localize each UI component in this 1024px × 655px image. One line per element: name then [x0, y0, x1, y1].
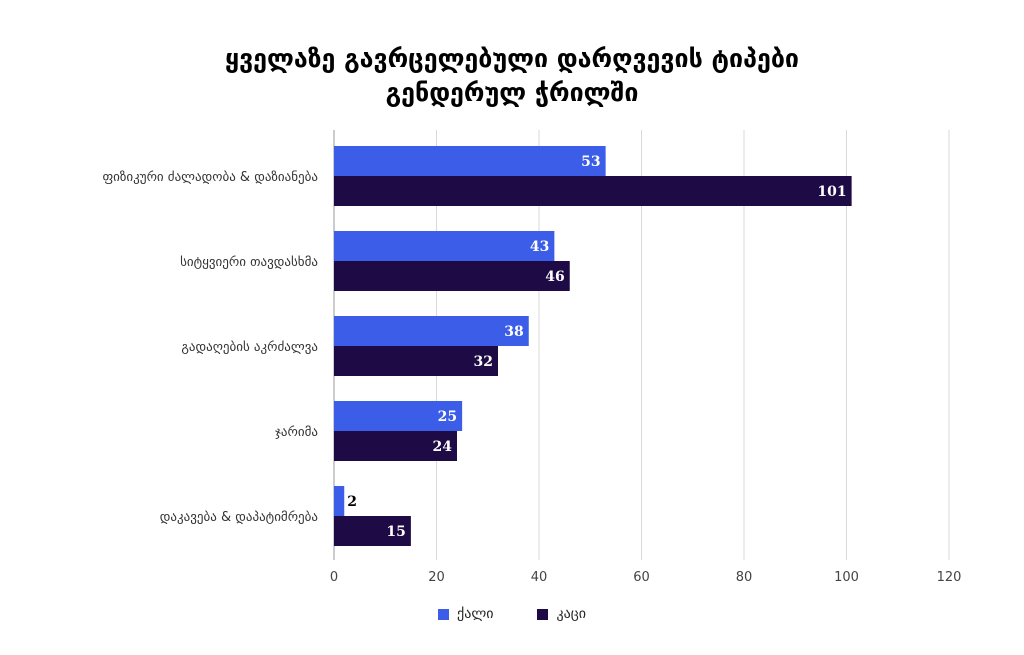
- bar: [334, 316, 529, 346]
- bar: [334, 431, 457, 461]
- bar: [334, 261, 570, 291]
- bar: [334, 231, 555, 261]
- category-label: ფიზიკური ძალადობა & დაზიანება: [102, 170, 318, 185]
- data-label: 2: [347, 494, 357, 510]
- legend-item-women[interactable]: ქალი: [438, 606, 493, 622]
- data-label: 24: [433, 439, 453, 455]
- bar: [334, 346, 498, 376]
- category-label: გადაღების აკრძალვა: [181, 340, 318, 355]
- data-label: 25: [438, 409, 457, 425]
- category-label: სიტყვიერი თავდასხმა: [180, 255, 318, 270]
- bar: [334, 176, 852, 206]
- chart-title-line-2: გენდერულ ჭრილში: [385, 78, 639, 107]
- x-tick-label: 100: [834, 570, 859, 585]
- x-tick-label: 40: [531, 570, 548, 585]
- x-tick-label: 20: [428, 570, 445, 585]
- legend-swatch-men: [537, 608, 549, 620]
- bar: [334, 516, 411, 546]
- data-label: 15: [386, 524, 405, 540]
- data-label: 101: [817, 184, 846, 200]
- category-label: დაკავება & დაპატიმრება: [160, 510, 318, 525]
- data-label: 53: [581, 154, 600, 170]
- bar: [334, 486, 345, 516]
- chart-title: ყველაზე გავრცელებული დარღვევის ტიპები გე…: [0, 42, 1024, 110]
- data-label: 43: [530, 239, 549, 255]
- legend-label-women: ქალი: [457, 606, 494, 622]
- legend-label-men: კაცი: [556, 606, 586, 622]
- bar: [334, 146, 606, 176]
- data-label: 32: [474, 354, 493, 370]
- x-tick-label: 60: [633, 570, 650, 585]
- bar: [334, 401, 463, 431]
- x-tick-label: 80: [736, 570, 753, 585]
- x-tick-label: 120: [937, 570, 962, 585]
- legend-item-men[interactable]: კაცი: [537, 606, 586, 622]
- legend-swatch-women: [438, 608, 450, 620]
- x-tick-label: 0: [330, 570, 338, 585]
- legend: ქალი კაცი: [0, 606, 1024, 622]
- chart-title-line-1: ყველაზე გავრცელებული დარღვევის ტიპები: [224, 44, 799, 73]
- data-label: 38: [504, 324, 523, 340]
- data-label: 46: [545, 269, 564, 285]
- category-label: ჯარიმა: [275, 425, 318, 440]
